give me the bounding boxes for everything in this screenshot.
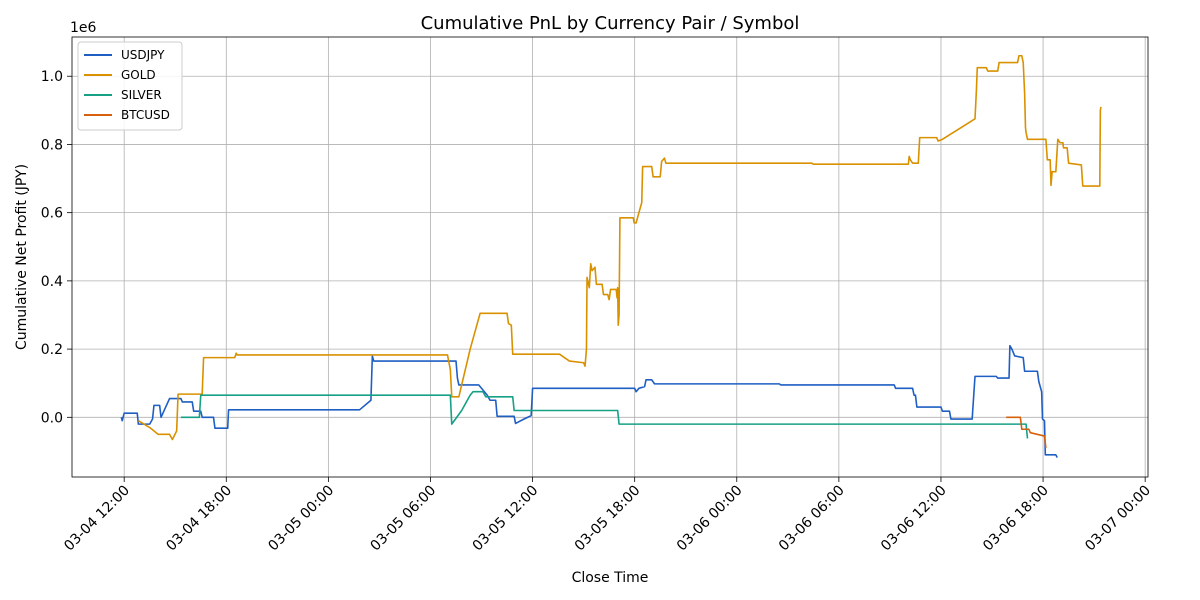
legend-entry-btcusd: BTCUSD: [121, 108, 170, 122]
x-tick-label: 03-06 06:00: [776, 483, 848, 555]
y-tick-label: 1.0: [41, 69, 63, 85]
x-tick-label: 03-05 00:00: [265, 483, 337, 555]
chart-title: Cumulative PnL by Currency Pair / Symbol: [421, 13, 800, 34]
x-tick-label: 03-06 00:00: [674, 483, 746, 555]
series-line-btcusd: [1006, 416, 1047, 449]
y-axis-offset-label: 1e6: [70, 20, 97, 36]
y-tick-label: 0.2: [41, 342, 63, 358]
x-tick-label: 03-05 12:00: [470, 483, 542, 555]
legend-entry-usdjpy: USDJPY: [121, 48, 165, 62]
x-axis-ticks: 03-04 12:00 03-04 18:00 03-05 00:00 03-05 0…: [61, 477, 1154, 554]
y-axis-ticks: 0.0 0.2 0.4 0.6 0.8 1.0: [41, 69, 72, 426]
plot-frame: [71, 36, 1149, 478]
x-tick-label: 03-04 12:00: [61, 483, 133, 555]
x-tick-label: 03-04 18:00: [163, 483, 235, 555]
legend-frame: [77, 41, 183, 131]
legend-entry-silver: SILVER: [121, 88, 162, 102]
x-tick-label: 03-07 00:00: [1082, 483, 1154, 555]
series-line-gold: [137, 54, 1102, 441]
series-line-silver: [180, 390, 1029, 439]
y-tick-label: 0.0: [41, 410, 63, 426]
grid-layer: [72, 37, 1148, 477]
y-tick-label: 0.6: [41, 206, 63, 222]
y-axis-label: Cumulative Net Profit (JPY): [14, 164, 30, 350]
x-tick-label: 03-05 06:00: [368, 483, 440, 555]
y-tick-label: 0.8: [41, 137, 63, 153]
x-tick-label: 03-06 18:00: [980, 483, 1052, 555]
legend-entry-gold: GOLD: [121, 68, 156, 82]
y-tick-label: 0.4: [41, 274, 63, 290]
legend: USDJPY GOLD SILVER BTCUSD: [77, 41, 183, 131]
series-layer: [120, 54, 1102, 458]
x-axis-label: Close Time: [572, 570, 649, 586]
series-line-usdjpy: [120, 344, 1058, 458]
x-tick-label: 03-05 18:00: [572, 483, 644, 555]
x-tick-label: 03-06 12:00: [878, 483, 950, 555]
